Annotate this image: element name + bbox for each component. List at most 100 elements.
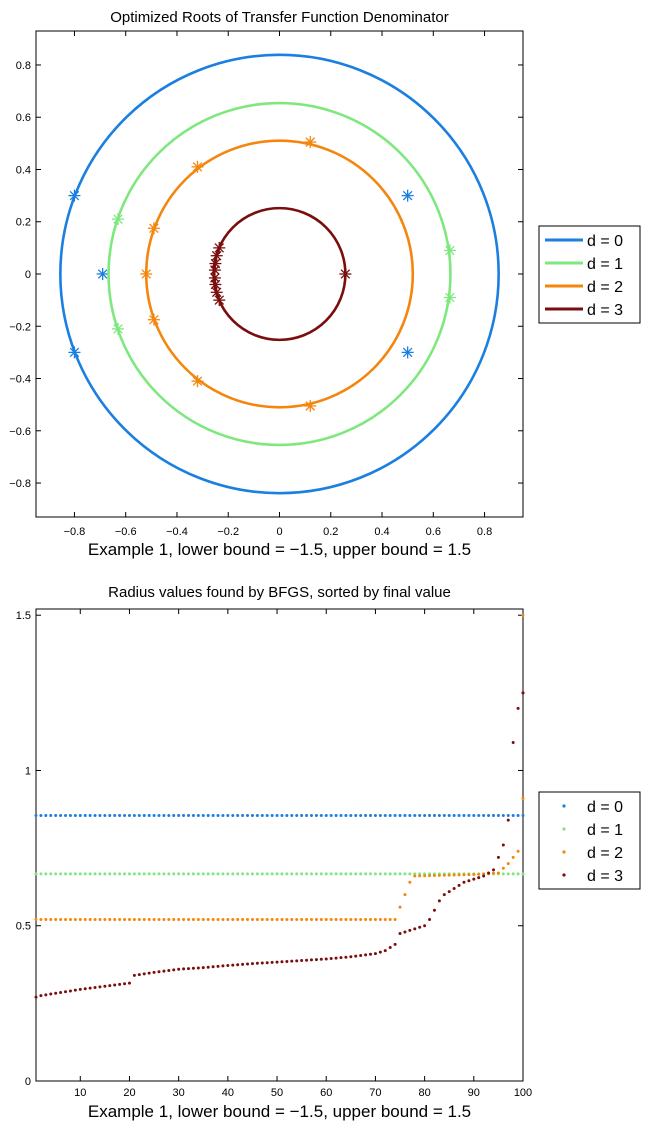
radius-point-series-0 [132,814,136,817]
radius-point-series-3 [127,981,131,985]
root-marker-series-2 [147,313,160,326]
radius-point-series-2 [388,918,392,922]
radius-point-series-2 [118,918,122,922]
radius-point-series-1 [44,872,48,876]
radius-point-series-1 [255,872,259,876]
radius-point-series-2 [34,918,38,922]
radius-point-series-0 [196,814,200,817]
radius-point-series-2 [408,880,412,884]
y-tick-label: 0.8 [16,60,31,72]
radius-point-series-0 [364,814,368,817]
radius-point-series-0 [231,814,235,817]
circle-series-0 [59,53,500,495]
radius-point-series-0 [39,814,43,817]
radius-point-series-0 [403,814,407,817]
root-marker-series-0 [401,346,414,359]
radius-point-series-1 [383,872,387,876]
radius-point-series-2 [378,918,382,922]
radius-point-series-1 [388,872,392,876]
radius-point-series-0 [49,814,53,817]
radius-point-series-3 [118,982,122,986]
radius-point-series-2 [127,918,131,922]
radius-point-series-3 [359,954,363,958]
radius-point-series-1 [280,872,284,876]
radius-point-series-1 [103,872,107,876]
radius-point-series-3 [314,958,318,962]
radius-point-series-0 [206,814,210,817]
legend-label-3: d = 3 [587,868,623,885]
x-tick-label: 50 [271,1087,283,1099]
radius-point-series-0 [383,814,387,817]
root-marker-series-3 [213,241,226,254]
radius-point-series-3 [275,960,279,964]
radius-point-series-2 [246,918,250,922]
radius-point-series-2 [172,918,176,922]
y-tick-label: 1.5 [16,610,31,622]
radius-point-series-1 [162,872,166,876]
radius-point-series-2 [167,918,171,922]
radius-point-series-2 [472,873,476,876]
radius-point-series-3 [344,955,348,959]
radius-point-series-0 [68,814,72,817]
root-marker-series-2 [191,375,204,388]
y-tick-label: −0.2 [9,321,31,333]
radius-point-series-3 [157,970,161,974]
root-marker-series-2 [304,399,317,412]
radius-point-series-0 [359,814,363,817]
radius-point-series-3 [521,691,525,695]
radius-point-series-1 [216,872,220,876]
radius-point-series-0 [98,814,102,817]
radius-point-series-0 [127,814,131,817]
radius-point-series-2 [255,918,259,922]
radius-point-series-0 [186,814,190,817]
radius-point-series-3 [142,972,146,976]
radius-point-series-2 [428,874,432,878]
y-tick-label: −0.8 [9,478,31,490]
y-tick-label: 0.6 [16,112,31,124]
radius-point-series-2 [496,871,500,875]
radius-point-series-2 [88,918,92,922]
chart-roots: −0.8 −0.6 −0.4 −0.2 0 0.2 0.4 0.6 0.8 0.8 0.6 0.4 0.… [9,9,641,559]
radius-point-series-0 [44,814,48,817]
radius-point-series-1 [88,872,92,876]
radius-point-series-2 [319,918,323,922]
radius-point-series-0 [59,814,63,817]
radius-point-series-2 [236,918,240,922]
radius-point-series-2 [309,918,313,922]
radius-point-series-3 [516,706,520,710]
radius-point-series-0 [191,814,195,817]
radius-point-series-3 [182,967,186,971]
radius-point-series-3 [496,855,500,859]
x-axis-label: Example 1, lower bound = −1.5, upper bou… [88,1102,471,1121]
radius-point-series-3 [83,987,87,991]
radius-point-series-0 [521,814,525,817]
radius-point-series-2 [359,918,363,922]
radius-point-series-3 [305,958,309,962]
x-tick-label: 0.4 [374,526,389,538]
root-marker-series-1 [112,213,125,226]
radius-point-series-0 [393,814,397,817]
radius-point-series-3 [162,969,166,973]
radius-point-series-0 [226,814,230,817]
y-tick-label: −0.6 [9,426,31,438]
radius-point-series-2 [98,918,102,922]
radius-point-series-3 [250,962,254,966]
radius-point-series-2 [462,873,466,877]
y-tick-label: −0.4 [9,374,31,386]
radius-point-series-0 [423,814,427,817]
radius-point-series-0 [373,814,377,817]
radius-point-series-3 [39,994,43,998]
radius-point-series-3 [364,953,368,957]
radius-point-series-1 [511,872,515,876]
radius-point-series-0 [236,814,240,817]
radius-point-series-0 [73,814,77,817]
legend-box [538,791,641,890]
radius-point-series-2 [221,918,225,922]
radius-point-series-1 [506,872,510,876]
radius-point-series-2 [349,918,353,922]
radius-point-series-2 [186,918,190,922]
radius-point-series-0 [64,814,68,817]
radius-point-series-1 [501,872,505,876]
root-marker-series-1 [443,291,456,304]
x-tick-label: 20 [123,1087,135,1099]
